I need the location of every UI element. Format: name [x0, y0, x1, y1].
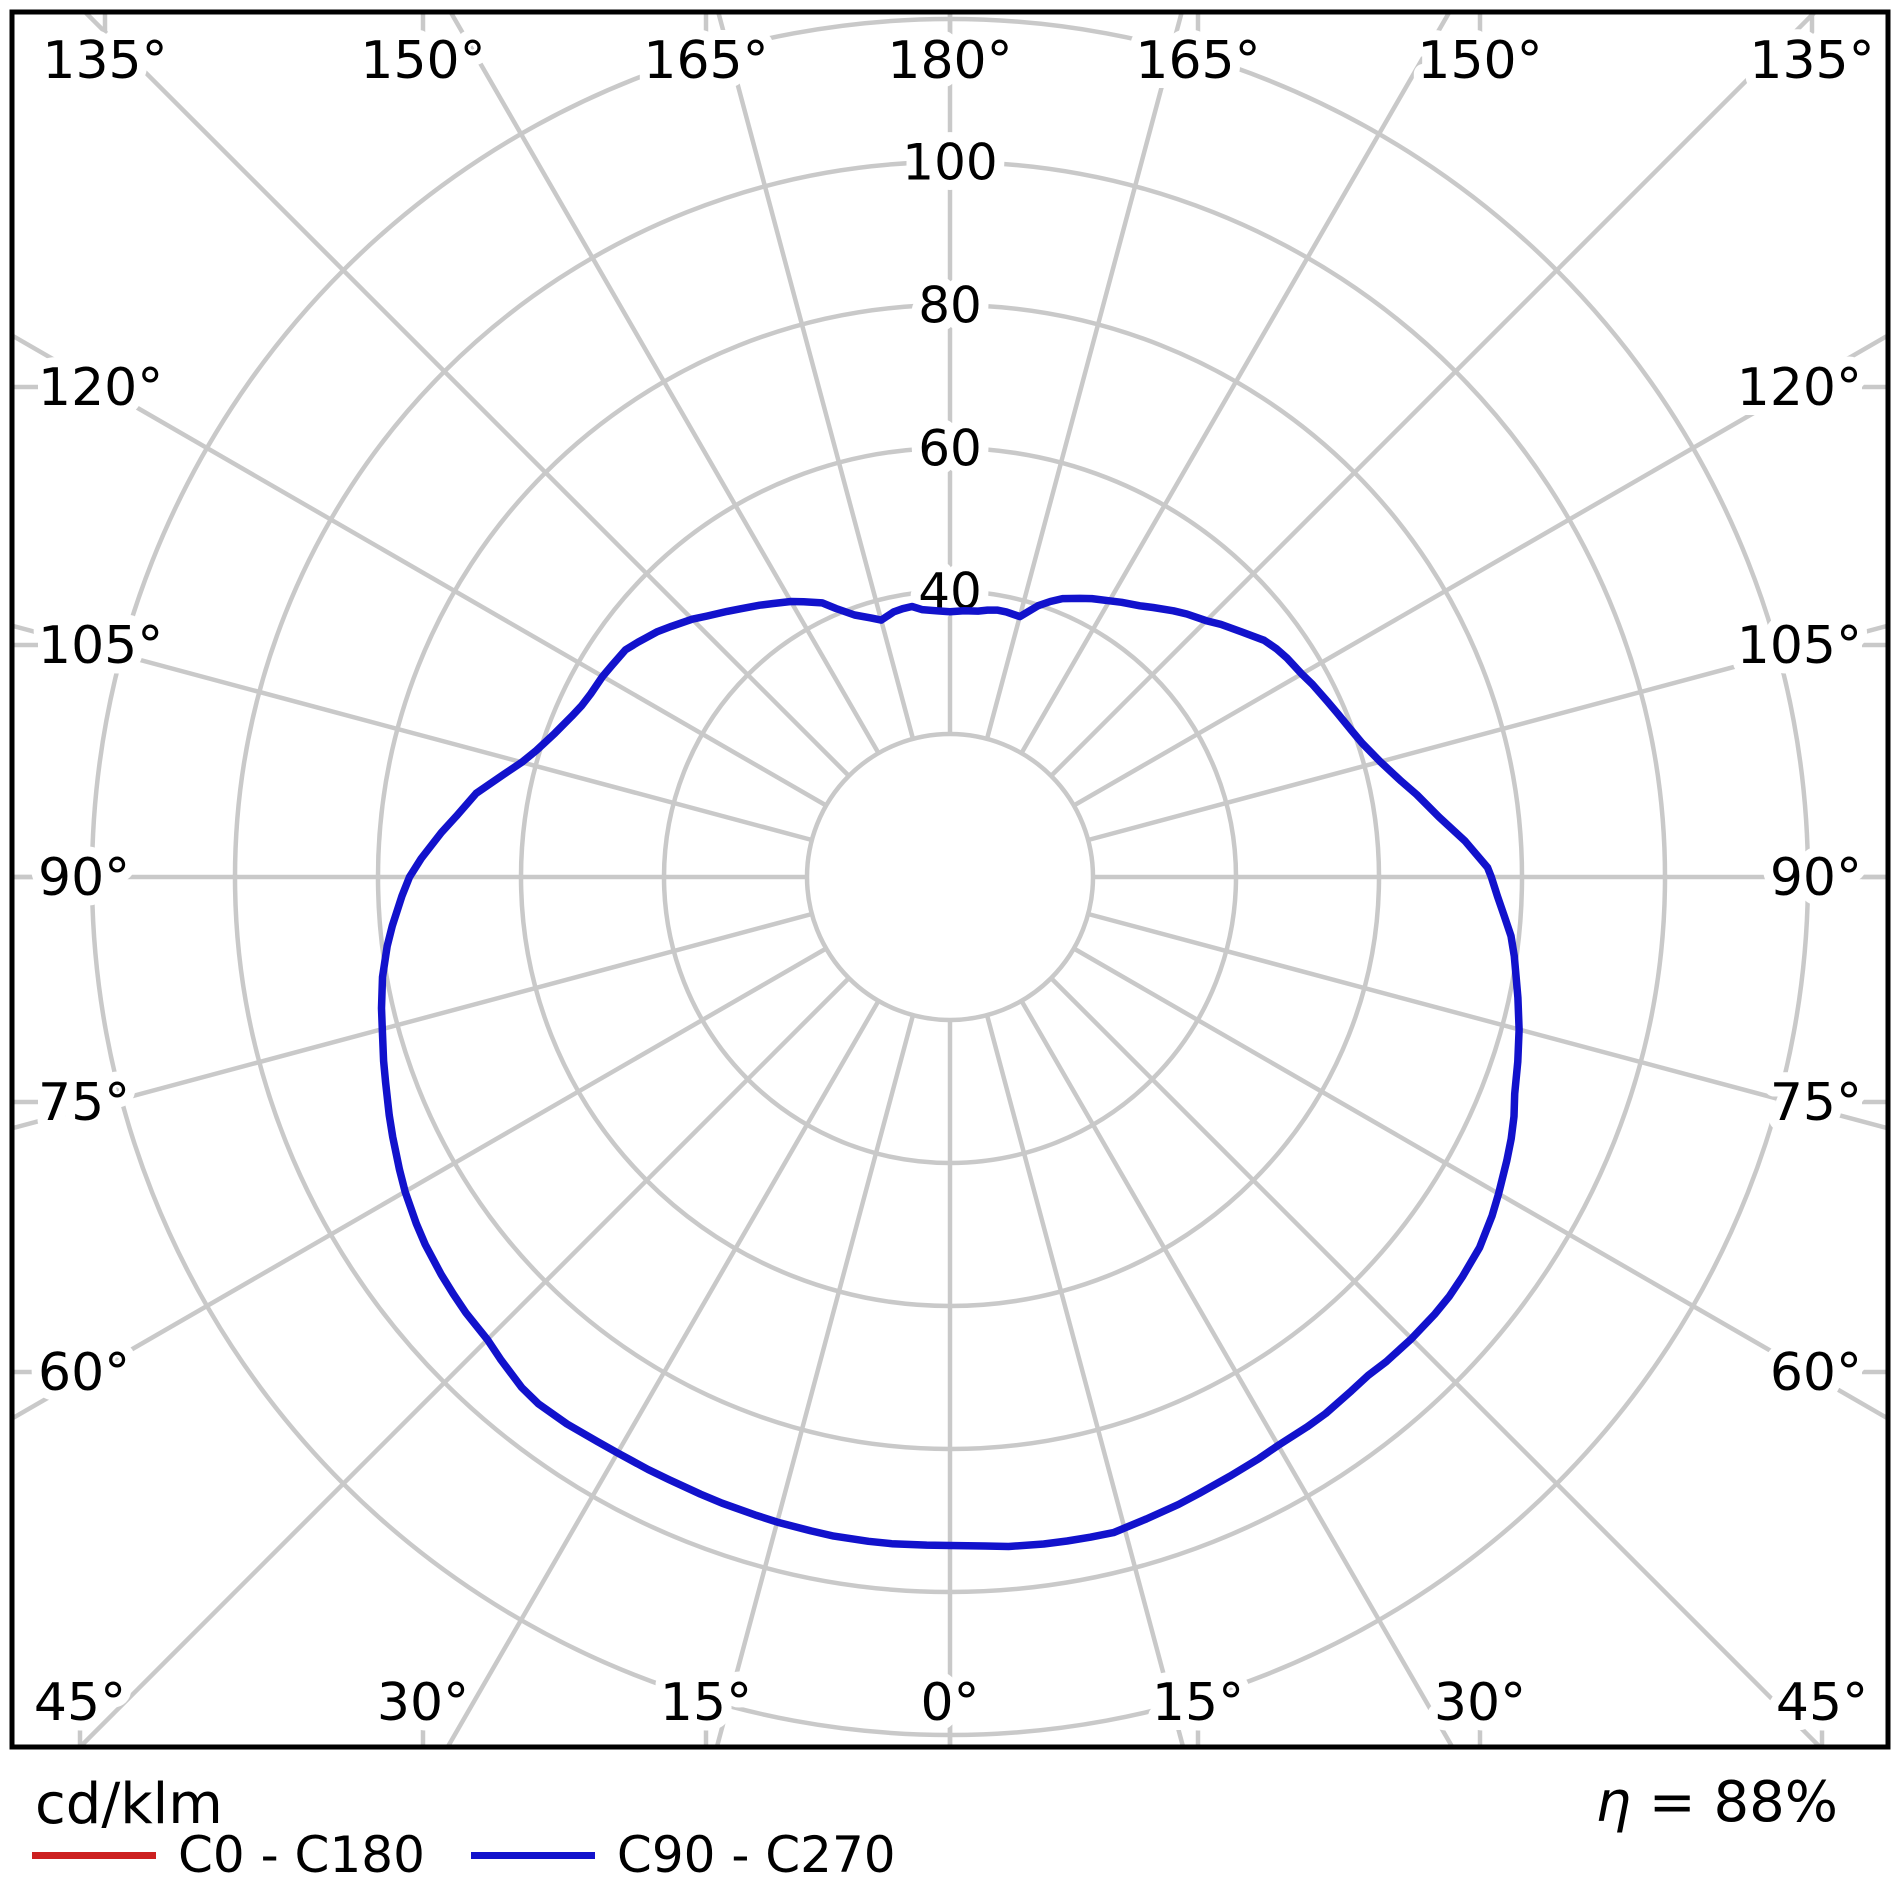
angle-label-bottom: 0°: [920, 1673, 979, 1733]
radial-scale-label: 60: [918, 420, 982, 478]
radial-scale-label: 80: [918, 277, 982, 335]
efficiency-label: η = 88%: [1596, 1770, 1839, 1835]
angle-label-right: 105°: [1737, 616, 1862, 676]
legend-item-c90-c270: C90 - C270: [470, 1826, 896, 1884]
angle-label-top: 135°: [1749, 31, 1874, 91]
grid-spoke: [1072, 332, 1888, 808]
grid-spoke: [447, 12, 881, 755]
radial-scale-label: 100: [902, 134, 997, 192]
c90-c270-curve: [377, 594, 1523, 1551]
angle-label-left: 60°: [38, 1343, 130, 1403]
angle-label-left: 90°: [38, 848, 130, 908]
units-label: cd/klm: [35, 1772, 223, 1837]
plot-border: [9, 9, 1891, 1750]
angle-label-left: 105°: [38, 616, 163, 676]
angle-label-bottom: 30°: [377, 1673, 469, 1733]
angle-label-right: 90°: [1770, 848, 1862, 908]
angle-label-top: 180°: [887, 31, 1012, 91]
angle-label-bottom: 45°: [1776, 1673, 1868, 1733]
angle-label-top: 135°: [42, 31, 167, 91]
grid-spoke: [1087, 911, 1888, 1131]
grid-spoke: [12, 623, 813, 843]
legend-swatch-c0-c180: [32, 1851, 156, 1859]
grid-spoke: [12, 911, 813, 1131]
efficiency-value: = 88%: [1631, 1770, 1838, 1835]
grid-spoke: [445, 999, 881, 1747]
grid-ring-20: [804, 731, 1096, 1023]
angle-label-top: 165°: [643, 31, 768, 91]
angle-label-top: 165°: [1135, 31, 1260, 91]
angle-label-right: 60°: [1770, 1343, 1862, 1403]
angle-label-bottom: 45°: [34, 1673, 126, 1733]
grid-spoke: [1019, 12, 1453, 755]
legend-label-c0-c180: C0 - C180: [178, 1826, 425, 1884]
angle-label-left: 75°: [38, 1073, 130, 1133]
grid-spoke: [81, 12, 851, 778]
legend: C0 - C180 C90 - C270: [32, 1826, 896, 1884]
grid-spoke: [1049, 12, 1819, 778]
grid-spoke: [1087, 623, 1888, 843]
grid-spoke: [1019, 999, 1455, 1747]
angle-label-right: 120°: [1737, 358, 1862, 418]
angle-label-left: 120°: [38, 358, 163, 418]
grid-spoke: [984, 1014, 1186, 1747]
legend-swatch-c90-c270: [470, 1851, 595, 1859]
grid-spoke: [12, 946, 828, 1422]
angle-label-bottom: 30°: [1434, 1673, 1526, 1733]
grid-spoke: [714, 1014, 916, 1747]
eta-symbol: η: [1595, 1770, 1632, 1835]
angle-label-right: 75°: [1770, 1073, 1862, 1133]
legend-item-c0-c180: C0 - C180: [32, 1826, 425, 1884]
angle-label-bottom: 15°: [660, 1673, 752, 1733]
angle-label-top: 150°: [360, 31, 485, 91]
legend-label-c90-c270: C90 - C270: [616, 1826, 896, 1884]
grid-spoke: [76, 976, 851, 1747]
angle-label-top: 150°: [1417, 31, 1542, 91]
grid-spoke: [1049, 976, 1824, 1747]
grid-spoke: [715, 12, 916, 740]
grid-spoke: [1072, 946, 1888, 1422]
angle-label-bottom: 15°: [1152, 1673, 1244, 1733]
border-ticks: [12, 12, 1888, 1747]
grid-spoke: [984, 12, 1185, 740]
grid-spoke: [12, 332, 828, 808]
